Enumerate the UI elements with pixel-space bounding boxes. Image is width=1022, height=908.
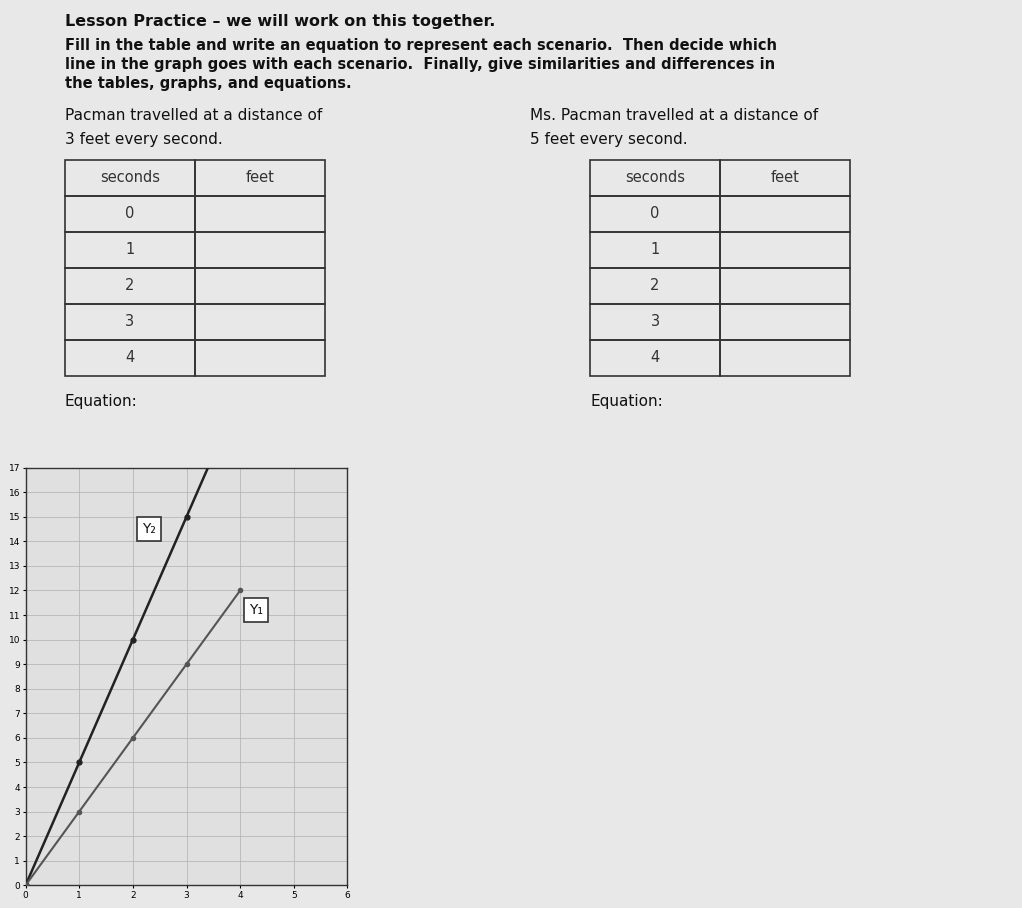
Bar	[65, 196, 195, 232]
Text: 3: 3	[650, 314, 659, 330]
Text: 2: 2	[650, 279, 659, 293]
Text: Y₂: Y₂	[142, 522, 156, 536]
Bar	[590, 196, 721, 232]
Bar	[590, 160, 721, 196]
Text: 5 feet every second.: 5 feet every second.	[530, 132, 688, 147]
Bar	[195, 160, 325, 196]
Text: Fill in the table and write an equation to represent each scenario.  Then decide: Fill in the table and write an equation …	[65, 38, 777, 53]
Bar	[590, 268, 721, 304]
Bar	[721, 304, 850, 340]
Bar	[195, 232, 325, 268]
Text: seconds: seconds	[100, 171, 160, 185]
Text: 2: 2	[126, 279, 135, 293]
Text: line in the graph goes with each scenario.  Finally, give similarities and diffe: line in the graph goes with each scenari…	[65, 57, 775, 72]
Text: seconds: seconds	[625, 171, 685, 185]
Bar	[65, 268, 195, 304]
Text: Equation:: Equation:	[65, 394, 138, 409]
Text: 4: 4	[650, 350, 659, 366]
Text: 0: 0	[126, 206, 135, 222]
Bar	[195, 268, 325, 304]
Text: Equation:: Equation:	[590, 394, 662, 409]
Text: 4: 4	[126, 350, 135, 366]
Bar	[721, 160, 850, 196]
Text: Y₁: Y₁	[249, 603, 264, 617]
Text: Ms. Pacman travelled at a distance of: Ms. Pacman travelled at a distance of	[530, 108, 819, 123]
Bar	[65, 232, 195, 268]
Text: 3: 3	[126, 314, 135, 330]
Bar	[721, 232, 850, 268]
Text: 0: 0	[650, 206, 659, 222]
Text: the tables, graphs, and equations.: the tables, graphs, and equations.	[65, 76, 352, 91]
Text: feet: feet	[245, 171, 275, 185]
Bar	[195, 304, 325, 340]
Bar	[590, 340, 721, 376]
Bar	[721, 268, 850, 304]
Text: Lesson Practice – we will work on this together.: Lesson Practice – we will work on this t…	[65, 14, 496, 29]
Text: feet: feet	[771, 171, 799, 185]
Text: 3 feet every second.: 3 feet every second.	[65, 132, 223, 147]
Bar	[721, 340, 850, 376]
Bar	[721, 196, 850, 232]
Bar	[65, 340, 195, 376]
Text: 1: 1	[650, 242, 659, 258]
Bar	[195, 196, 325, 232]
Bar	[590, 304, 721, 340]
Bar	[65, 160, 195, 196]
Bar	[195, 340, 325, 376]
Text: 1: 1	[126, 242, 135, 258]
Bar	[65, 304, 195, 340]
Bar	[590, 232, 721, 268]
Text: Pacman travelled at a distance of: Pacman travelled at a distance of	[65, 108, 322, 123]
